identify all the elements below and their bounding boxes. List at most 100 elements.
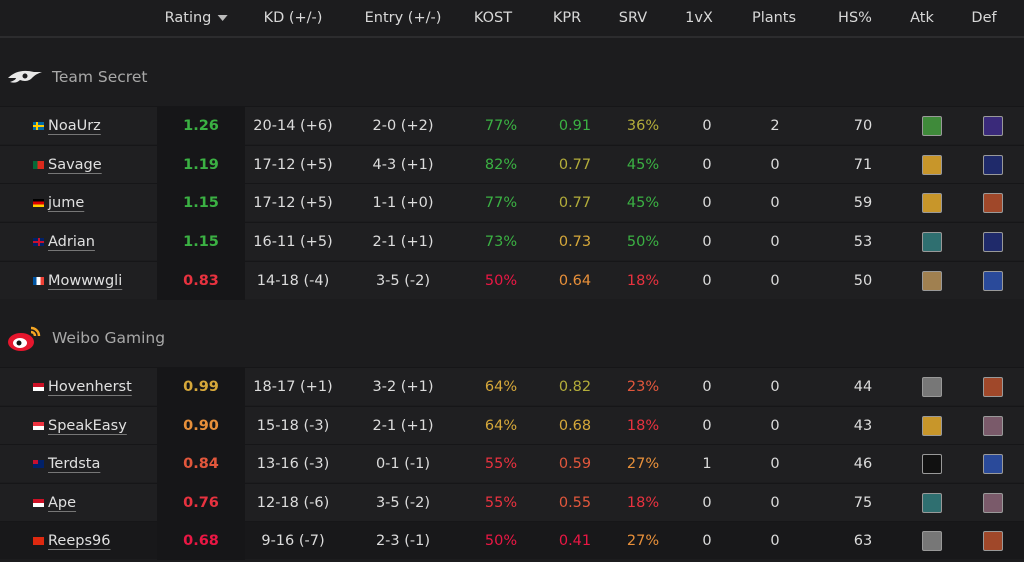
column-kd[interactable]: KD (+/-) <box>263 10 323 26</box>
column-plants[interactable]: Plants <box>751 10 797 26</box>
player-name-link[interactable]: NoaUrz <box>48 118 101 134</box>
attacker-operator-icon <box>922 232 942 252</box>
onevx-value: 0 <box>702 157 712 173</box>
kd-value: 17-12 (+5) <box>253 195 333 211</box>
entry-value: 2-0 (+2) <box>372 118 434 134</box>
column-1vx[interactable]: 1vX <box>685 10 713 26</box>
team-name: Weibo Gaming <box>52 329 166 347</box>
player-name-link[interactable]: Mowwwgli <box>48 273 123 289</box>
kd-value: 12-18 (-6) <box>256 495 330 511</box>
team-secret-logo <box>8 70 42 83</box>
table-row: Hovenherst 0.99 18-17 (+1) 3-2 (+1) 64% 0.82 2… <box>0 367 1024 406</box>
kost-value: 64% <box>484 418 518 434</box>
plants-value: 0 <box>770 273 780 289</box>
rating-value: 0.83 <box>183 273 219 289</box>
entry-value: 0-1 (-1) <box>375 456 431 472</box>
defender-operator-icon <box>983 116 1003 136</box>
onevx-value: 0 <box>702 379 712 395</box>
onevx-value: 0 <box>702 533 712 549</box>
player-name-link[interactable]: Adrian <box>48 234 95 250</box>
flag-france-icon <box>33 277 44 285</box>
kpr-value: 0.77 <box>558 157 592 173</box>
rating-value: 0.68 <box>183 533 219 549</box>
srv-value: 45% <box>626 195 660 211</box>
player-name-link[interactable]: SpeakEasy <box>48 418 127 434</box>
column-def[interactable]: Def <box>971 10 997 26</box>
kd-value: 15-18 (-3) <box>256 418 330 434</box>
onevx-value: 0 <box>702 118 712 134</box>
rating-cell-bg <box>157 484 245 522</box>
player-name-link[interactable]: Hovenherst <box>48 379 132 395</box>
flag-portugal-icon <box>33 161 44 169</box>
attacker-operator-icon <box>922 531 942 551</box>
srv-value: 18% <box>626 495 660 511</box>
sort-descending-icon <box>217 15 228 21</box>
table-row: jume 1.15 17-12 (+5) 1-1 (+0) 77% 0.77 45% 0 0 59 <box>0 183 1024 222</box>
team-name: Team Secret <box>52 68 148 86</box>
column-srv[interactable]: SRV <box>618 10 648 26</box>
entry-value: 2-1 (+1) <box>372 234 434 250</box>
attacker-operator-icon <box>922 155 942 175</box>
rating-value: 0.90 <box>183 418 219 434</box>
team-header: Team Secret <box>0 52 1024 102</box>
onevx-value: 1 <box>702 456 712 472</box>
column-atk[interactable]: Atk <box>910 10 934 26</box>
rating-cell-bg <box>157 522 245 560</box>
column-kost[interactable]: KOST <box>473 10 513 26</box>
onevx-value: 0 <box>702 234 712 250</box>
kd-value: 17-12 (+5) <box>253 157 333 173</box>
plants-value: 0 <box>770 418 780 434</box>
kpr-value: 0.59 <box>558 456 592 472</box>
kost-value: 77% <box>484 195 518 211</box>
attacker-operator-icon <box>922 493 942 513</box>
hs-value: 44 <box>853 379 873 395</box>
srv-value: 27% <box>626 533 660 549</box>
column-kpr[interactable]: KPR <box>552 10 582 26</box>
rating-value: 0.84 <box>183 456 219 472</box>
plants-value: 0 <box>770 234 780 250</box>
kost-value: 64% <box>484 379 518 395</box>
rating-cell-bg <box>157 407 245 445</box>
team-header: Weibo Gaming <box>0 313 1024 363</box>
table-row: SpeakEasy 0.90 15-18 (-3) 2-1 (+1) 64% 0.68 18… <box>0 406 1024 445</box>
onevx-value: 0 <box>702 273 712 289</box>
rating-cell-bg <box>157 107 245 145</box>
hs-value: 63 <box>853 533 873 549</box>
rating-cell-bg <box>157 184 245 222</box>
defender-operator-icon <box>983 454 1003 474</box>
table-row: Mowwwgli 0.83 14-18 (-4) 3-5 (-2) 50% 0.64 18%… <box>0 261 1024 300</box>
flag-germany-icon <box>33 199 44 207</box>
kd-value: 13-16 (-3) <box>256 456 330 472</box>
kd-value: 9-16 (-7) <box>261 533 325 549</box>
player-name-link[interactable]: jume <box>48 195 85 211</box>
srv-value: 50% <box>626 234 660 250</box>
hs-value: 53 <box>853 234 873 250</box>
defender-operator-icon <box>983 271 1003 291</box>
player-name-link[interactable]: Terdsta <box>48 456 101 472</box>
attacker-operator-icon <box>922 377 942 397</box>
rating-cell-bg <box>157 368 245 406</box>
entry-value: 4-3 (+1) <box>372 157 434 173</box>
hs-value: 70 <box>853 118 873 134</box>
rating-cell-bg <box>157 223 245 261</box>
onevx-value: 0 <box>702 495 712 511</box>
player-name-link[interactable]: Ape <box>48 495 77 511</box>
kost-value: 55% <box>484 456 518 472</box>
entry-value: 2-1 (+1) <box>372 418 434 434</box>
player-name-link[interactable]: Reeps96 <box>48 533 111 549</box>
attacker-operator-icon <box>922 193 942 213</box>
player-name-link[interactable]: Savage <box>48 157 102 173</box>
kpr-value: 0.64 <box>558 273 592 289</box>
entry-value: 3-2 (+1) <box>372 379 434 395</box>
hs-value: 59 <box>853 195 873 211</box>
srv-value: 27% <box>626 456 660 472</box>
column-rating[interactable]: Rating <box>165 10 228 26</box>
attacker-operator-icon <box>922 416 942 436</box>
table-header: Rating KD (+/-) Entry (+/-) KOST KPR SRV… <box>0 0 1024 38</box>
flag-indonesia-icon <box>33 499 44 507</box>
hs-value: 75 <box>853 495 873 511</box>
kpr-value: 0.82 <box>558 379 592 395</box>
column-entry[interactable]: Entry (+/-) <box>364 10 442 26</box>
kpr-value: 0.91 <box>558 118 592 134</box>
column-hs[interactable]: HS% <box>838 10 872 26</box>
